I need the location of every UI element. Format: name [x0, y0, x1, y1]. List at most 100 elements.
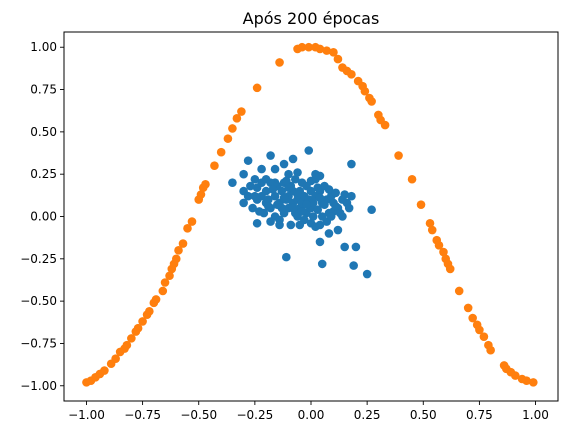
points-layer: [82, 42, 538, 387]
series-0-point: [270, 191, 280, 201]
series-0-point: [264, 195, 273, 204]
series-0-point: [282, 252, 291, 262]
series-1-point: [522, 376, 531, 385]
series-0-point: [261, 174, 271, 184]
series-1-point: [529, 378, 538, 387]
series-0-point: [288, 203, 298, 213]
series-0-point: [228, 178, 237, 187]
x-tick-label: 0.00: [298, 408, 325, 422]
series-0-point: [257, 164, 266, 174]
ticks-layer: −1.00 −0.75 −0.50 −0.25 0.00 0.25 0.50 0.75 1.00…: [20, 40, 549, 422]
series-0-point: [297, 207, 307, 216]
series-0-point: [261, 186, 271, 196]
series-1-point: [434, 240, 444, 250]
series-0-point: [243, 191, 253, 201]
series-1-point: [445, 264, 455, 274]
series-0-point: [349, 261, 358, 270]
series-1-point: [100, 366, 109, 375]
series-1-point: [158, 286, 168, 296]
series-1-point: [333, 54, 343, 64]
y-tick-label: 1.00: [30, 40, 57, 54]
series-0-point: [308, 212, 318, 221]
series-0-point: [252, 218, 262, 228]
series-0-point: [293, 168, 302, 177]
series-1-point: [454, 286, 464, 296]
series-1-point: [237, 107, 246, 116]
series-1-point: [463, 303, 473, 313]
series-1-point: [475, 325, 484, 335]
series-1-point: [210, 161, 219, 171]
series-0-point: [295, 220, 305, 230]
series-0-point: [264, 202, 273, 211]
series-1-point: [165, 271, 174, 281]
y-tick-label: 0.25: [30, 167, 57, 181]
y-tick-label: −0.75: [20, 336, 57, 350]
y-tick-label: −0.50: [20, 294, 57, 308]
series-0-point: [275, 220, 284, 230]
series-1-point: [160, 278, 170, 287]
series-0-point: [320, 200, 329, 209]
series-1-point: [178, 239, 188, 248]
series-0-point: [367, 205, 376, 215]
series-1-point: [329, 48, 338, 57]
series-0-point: [250, 191, 260, 201]
y-tick-label: 0.50: [30, 125, 57, 139]
series-1-point: [201, 180, 210, 189]
series-1-point: [171, 254, 181, 264]
series-1-point: [216, 147, 226, 157]
series-0-point: [315, 237, 325, 247]
series-0-point: [340, 190, 349, 199]
series-1-point: [468, 313, 477, 323]
x-tick-label: 0.75: [466, 408, 493, 422]
y-tick-label: −0.25: [20, 252, 57, 266]
series-1-point: [297, 42, 307, 52]
series-0-point: [331, 202, 341, 211]
series-0-point: [340, 242, 349, 252]
series-0-point: [351, 242, 361, 252]
series-1-point: [407, 174, 417, 184]
series-1-point: [511, 371, 520, 380]
series-0-point: [279, 193, 289, 203]
series-1-point: [252, 83, 262, 93]
series-0-point: [282, 176, 291, 186]
y-tick-label: −1.00: [20, 379, 57, 393]
series-1-point: [304, 42, 314, 52]
series-0-point: [324, 185, 334, 194]
series-1-point: [187, 217, 197, 226]
series-1-point: [228, 124, 237, 133]
series-1-point: [439, 247, 448, 257]
x-tick-label: −0.75: [124, 408, 161, 422]
series-1-point: [360, 86, 370, 96]
series-1-point: [138, 317, 147, 326]
series-0-point: [239, 169, 248, 179]
y-tick-label: 0.75: [30, 83, 57, 97]
series-0-point: [273, 200, 282, 209]
x-tick-label: −1.00: [68, 408, 105, 422]
series-1-point: [275, 58, 284, 67]
series-0-point: [315, 171, 325, 181]
y-tick-label: 0.00: [30, 210, 57, 224]
series-1-point: [174, 246, 183, 255]
series-0-point: [333, 225, 343, 235]
series-0-point: [313, 183, 323, 193]
series-0-point: [268, 185, 278, 194]
series-0-point: [324, 229, 334, 238]
series-0-point: [331, 188, 341, 198]
series-1-point: [111, 354, 120, 363]
series-1-point: [394, 151, 403, 160]
series-0-point: [279, 159, 289, 169]
series-0-point: [306, 176, 316, 186]
x-tick-label: 1.00: [522, 408, 549, 422]
series-1-point: [223, 134, 233, 143]
series-0-point: [293, 190, 302, 199]
series-1-point: [427, 225, 437, 235]
series-0-point: [246, 181, 255, 191]
chart-title: Após 200 épocas: [243, 9, 380, 28]
series-0-point: [284, 183, 293, 193]
series-0-point: [290, 174, 300, 184]
x-tick-label: 0.25: [354, 408, 381, 422]
series-1-point: [380, 120, 390, 130]
series-0-point: [270, 164, 280, 174]
series-0-point: [250, 174, 260, 184]
series-0-point: [347, 159, 356, 169]
